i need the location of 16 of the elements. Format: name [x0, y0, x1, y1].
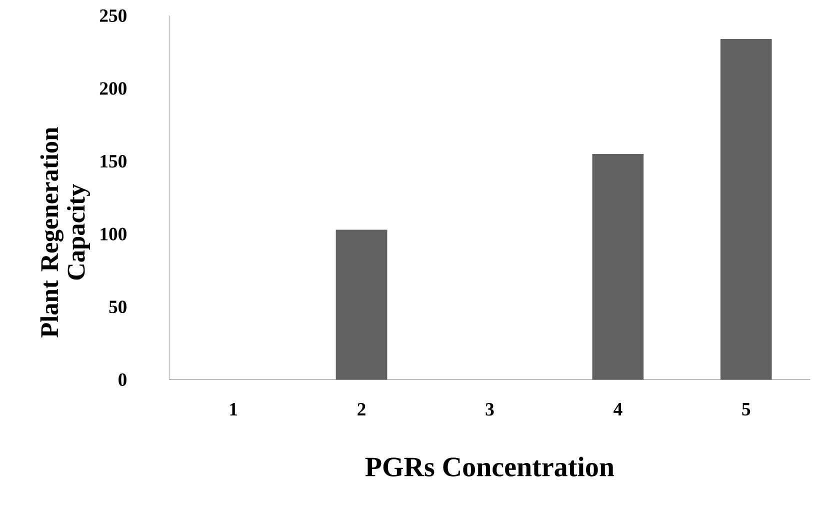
x-axis-title: PGRs Concentration [365, 456, 614, 476]
y-tick-label: 0 [118, 373, 126, 386]
bar [592, 154, 644, 380]
y-tick-label: 250 [100, 9, 126, 22]
x-tick-label: 3 [486, 403, 494, 416]
x-tick-label: 2 [358, 403, 366, 416]
x-tick-label: 4 [614, 403, 622, 416]
bar [720, 38, 772, 380]
y-axis-title: Plant Regeneration Capacity [40, 127, 90, 338]
y-tick-label: 100 [100, 228, 126, 240]
x-tick-label: 5 [742, 403, 750, 416]
bar [336, 230, 388, 380]
y-tick-label: 150 [100, 154, 126, 168]
y-tick-label: 200 [100, 82, 126, 95]
y-tick-label: 50 [109, 300, 126, 314]
x-tick-label: 1 [230, 403, 238, 416]
